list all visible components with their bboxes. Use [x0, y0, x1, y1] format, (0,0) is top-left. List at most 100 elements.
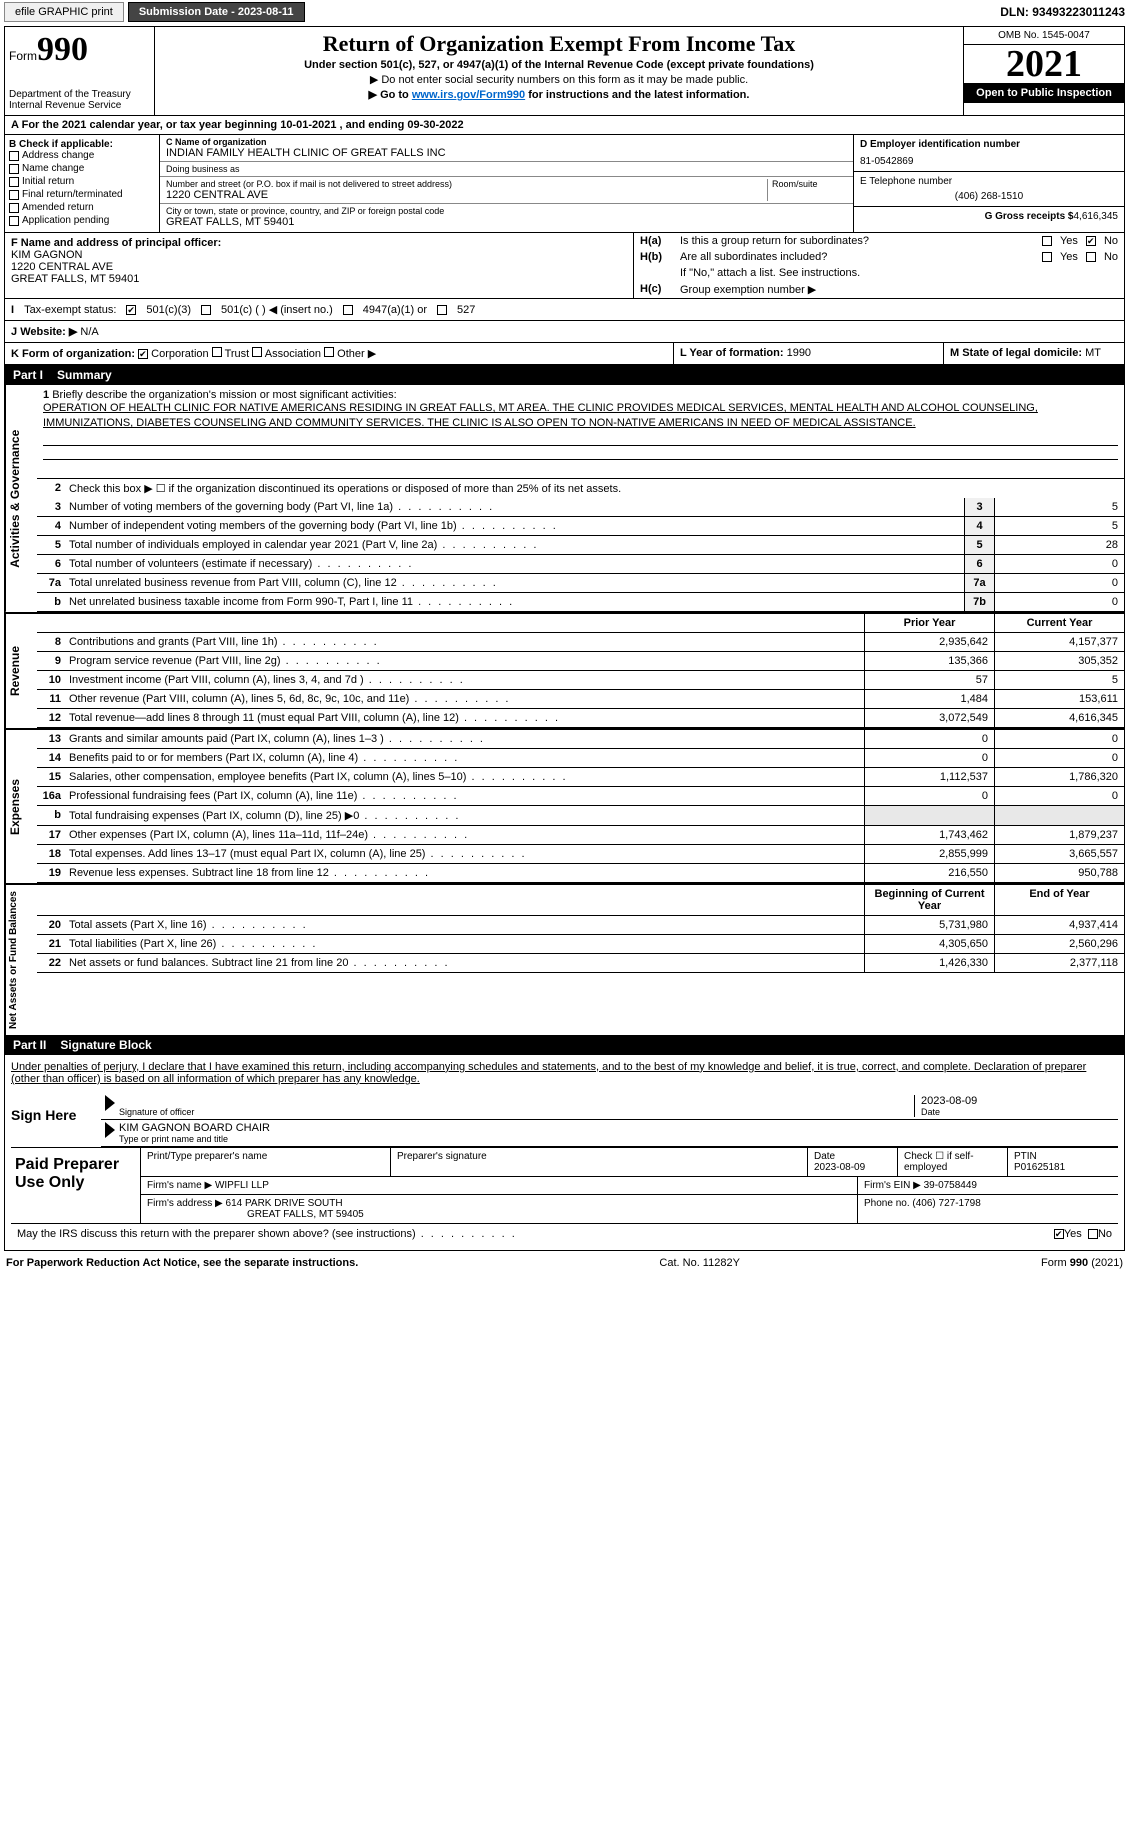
website-value: N/A	[80, 326, 98, 338]
subtitle-3: ▶ Go to www.irs.gov/Form990 for instruct…	[159, 88, 959, 101]
ha-no[interactable]	[1086, 236, 1096, 246]
paid-preparer-block: Paid Preparer Use Only Print/Type prepar…	[11, 1147, 1118, 1223]
dept-label: Department of the Treasury	[9, 89, 150, 100]
firm-addr1: 614 PARK DRIVE SOUTH	[226, 1198, 343, 1209]
check-initial-return[interactable]: Initial return	[9, 176, 155, 187]
check-corp[interactable]	[138, 349, 148, 359]
footer-cat: Cat. No. 11282Y	[659, 1257, 740, 1269]
activities-governance: Activities & Governance 1 Briefly descri…	[5, 385, 1124, 612]
title-cell: Return of Organization Exempt From Incom…	[155, 27, 964, 115]
officer-sig-row: Signature of officer 2023-08-09 Date	[101, 1093, 1118, 1120]
gov-line: 6Total number of volunteers (estimate if…	[37, 555, 1124, 574]
form-number: 990	[37, 31, 88, 68]
revenue-header: Prior Year Current Year	[37, 614, 1124, 633]
row-fh: F Name and address of principal officer:…	[5, 233, 1124, 299]
data-line: 22Net assets or fund balances. Subtract …	[37, 954, 1124, 973]
sign-here-block: Sign Here Signature of officer 2023-08-0…	[11, 1093, 1118, 1147]
dba-field: Doing business as	[160, 162, 853, 177]
gov-line: 5Total number of individuals employed in…	[37, 536, 1124, 555]
irs-link[interactable]: www.irs.gov/Form990	[412, 89, 525, 101]
arrow-icon	[105, 1122, 115, 1138]
open-public-badge: Open to Public Inspection	[964, 83, 1124, 103]
phone-value: (406) 268-1510	[860, 191, 1118, 202]
firm-addr-row: Firm's address ▶ 614 PARK DRIVE SOUTH GR…	[141, 1195, 1118, 1223]
data-line: 19Revenue less expenses. Subtract line 1…	[37, 864, 1124, 883]
officer-name: KIM GAGNON	[11, 249, 627, 261]
data-line: 17Other expenses (Part IX, column (A), l…	[37, 826, 1124, 845]
prep-date: 2023-08-09	[814, 1162, 865, 1173]
subtitle-1: Under section 501(c), 527, or 4947(a)(1)…	[159, 59, 959, 71]
ein-value: 81-0542869	[860, 156, 1118, 167]
check-final-return[interactable]: Final return/terminated	[9, 189, 155, 200]
vtab-governance: Activities & Governance	[5, 385, 37, 612]
ptin: P01625181	[1014, 1162, 1065, 1173]
data-line: 18Total expenses. Add lines 13–17 (must …	[37, 845, 1124, 864]
data-line: 9Program service revenue (Part VIII, lin…	[37, 652, 1124, 671]
check-assoc[interactable]	[252, 347, 262, 357]
check-501c[interactable]	[201, 305, 211, 315]
check-other[interactable]	[324, 347, 334, 357]
may-irs-row: May the IRS discuss this return with the…	[11, 1223, 1118, 1244]
gov-line: 3Number of voting members of the governi…	[37, 498, 1124, 517]
check-application-pending[interactable]: Application pending	[9, 215, 155, 226]
sign-here-label: Sign Here	[11, 1093, 101, 1147]
hb-yes[interactable]	[1042, 252, 1052, 262]
principal-officer: F Name and address of principal officer:…	[5, 233, 634, 298]
gross-cell: G Gross receipts $4,616,345	[854, 207, 1124, 226]
check-501c3[interactable]	[126, 305, 136, 315]
ha-yes[interactable]	[1042, 236, 1052, 246]
website-row: J Website: ▶ N/A	[5, 321, 1124, 343]
org-city: GREAT FALLS, MT 59401	[166, 216, 847, 228]
section-bcd: B Check if applicable: Address change Na…	[5, 135, 1124, 233]
form-header: Form990 Department of the Treasury Inter…	[5, 27, 1124, 116]
firm-ein: 39-0758449	[924, 1180, 977, 1191]
paid-preparer-label: Paid Preparer Use Only	[11, 1148, 141, 1223]
gov-line: 7aTotal unrelated business revenue from …	[37, 574, 1124, 593]
officer-name-row: KIM GAGNON BOARD CHAIR Type or print nam…	[101, 1120, 1118, 1147]
net-assets-section: Net Assets or Fund Balances Beginning of…	[5, 883, 1124, 1035]
check-address-change[interactable]: Address change	[9, 150, 155, 161]
perjury-declaration: Under penalties of perjury, I declare th…	[11, 1061, 1118, 1085]
phone-cell: E Telephone number (406) 268-1510	[854, 172, 1124, 207]
gov-line: 4Number of independent voting members of…	[37, 517, 1124, 536]
gov-line: bNet unrelated business taxable income f…	[37, 593, 1124, 612]
check-trust[interactable]	[212, 347, 222, 357]
check-amended[interactable]: Amended return	[9, 202, 155, 213]
state-domicile: M State of legal domicile: MT	[944, 343, 1124, 364]
col-b-checks: B Check if applicable: Address change Na…	[5, 135, 160, 232]
check-4947[interactable]	[343, 305, 353, 315]
check-527[interactable]	[437, 305, 447, 315]
check-name-change[interactable]: Name change	[9, 163, 155, 174]
may-irs-no[interactable]	[1088, 1229, 1098, 1239]
subtitle-2: ▶ Do not enter social security numbers o…	[159, 73, 959, 86]
data-line: 14Benefits paid to or for members (Part …	[37, 749, 1124, 768]
vtab-revenue: Revenue	[5, 614, 37, 728]
row-klm: K Form of organization: Corporation Trus…	[5, 343, 1124, 365]
col-d-ein: D Employer identification number 81-0542…	[854, 135, 1124, 232]
prep-header-row: Print/Type preparer's name Preparer's si…	[141, 1148, 1118, 1177]
signature-section: Under penalties of perjury, I declare th…	[5, 1055, 1124, 1250]
tax-year: 2021	[964, 45, 1124, 83]
net-header: Beginning of Current Year End of Year	[37, 885, 1124, 916]
page-footer: For Paperwork Reduction Act Notice, see …	[0, 1253, 1129, 1273]
firm-phone: (406) 727-1798	[912, 1198, 980, 1209]
row-a-period: A For the 2021 calendar year, or tax yea…	[5, 116, 1124, 135]
hb-no[interactable]	[1086, 252, 1096, 262]
footer-left: For Paperwork Reduction Act Notice, see …	[6, 1257, 358, 1269]
topbar: efile GRAPHIC print Submission Date - 20…	[0, 0, 1129, 24]
firm-name-row: Firm's name ▶ WIPFLI LLP Firm's EIN ▶ 39…	[141, 1177, 1118, 1195]
officer-printed-name: KIM GAGNON BOARD CHAIR	[119, 1122, 1114, 1134]
year-formation: L Year of formation: 1990	[674, 343, 944, 364]
data-line: 11Other revenue (Part VIII, column (A), …	[37, 690, 1124, 709]
org-name-field: C Name of organization INDIAN FAMILY HEA…	[160, 135, 853, 162]
arrow-icon	[105, 1095, 115, 1111]
vtab-net: Net Assets or Fund Balances	[5, 885, 37, 1035]
ein-cell: D Employer identification number 81-0542…	[854, 135, 1124, 172]
firm-name: WIPFLI LLP	[215, 1180, 269, 1191]
org-name: INDIAN FAMILY HEALTH CLINIC OF GREAT FAL…	[166, 147, 847, 159]
org-address: 1220 CENTRAL AVE	[166, 189, 767, 201]
may-irs-yes[interactable]	[1054, 1229, 1064, 1239]
gov-line: 2Check this box ▶ ☐ if the organization …	[37, 479, 1124, 498]
dln: DLN: 93493223011243	[1000, 5, 1125, 19]
addr-field: Number and street (or P.O. box if mail i…	[160, 177, 853, 204]
